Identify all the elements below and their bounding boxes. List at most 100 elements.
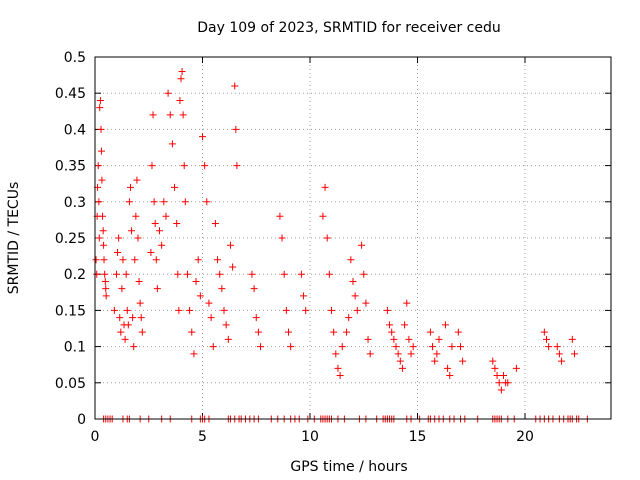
data-point-marker xyxy=(392,343,400,351)
data-point-marker xyxy=(364,335,372,343)
data-point-marker xyxy=(121,335,129,343)
data-point-marker xyxy=(250,285,258,293)
data-point-marker xyxy=(345,314,353,322)
data-point-marker xyxy=(100,241,108,249)
data-point-marker xyxy=(504,379,512,387)
data-point-marker xyxy=(489,357,497,365)
data-point-marker xyxy=(98,176,106,184)
data-point-marker xyxy=(211,220,219,228)
data-point-marker xyxy=(543,335,550,343)
data-point-marker xyxy=(405,335,413,343)
data-point-marker xyxy=(156,227,163,235)
x-tick-label: 10 xyxy=(301,429,319,445)
data-point-marker xyxy=(441,321,449,329)
data-point-marker xyxy=(175,306,183,314)
data-point-marker xyxy=(328,306,335,314)
data-point-marker xyxy=(99,212,107,220)
data-point-marker xyxy=(282,306,290,314)
y-tick-label: 0.5 xyxy=(64,50,86,66)
data-point-marker xyxy=(398,364,406,372)
data-point-marker xyxy=(394,350,402,358)
data-point-marker xyxy=(287,343,295,351)
data-point-marker xyxy=(454,328,462,336)
data-point-marker xyxy=(409,343,417,351)
data-point-marker xyxy=(135,277,143,285)
data-point-marker xyxy=(116,314,124,322)
data-point-marker xyxy=(220,306,228,314)
data-point-marker xyxy=(130,343,138,351)
data-point-marker xyxy=(102,292,110,300)
data-point-marker xyxy=(126,183,134,191)
data-point-marker xyxy=(136,299,144,307)
data-point-marker xyxy=(553,343,561,351)
data-point-marker xyxy=(174,270,182,278)
data-point-marker xyxy=(366,350,374,358)
data-point-marker xyxy=(118,285,126,293)
y-tick-label: 0.2 xyxy=(64,267,86,283)
chart-title: Day 109 of 2023, SRMTID for receiver ced… xyxy=(197,20,500,36)
data-points xyxy=(92,67,591,423)
data-point-marker xyxy=(173,220,181,228)
data-point-marker xyxy=(300,292,308,300)
data-point-marker xyxy=(321,183,329,191)
data-point-marker xyxy=(512,364,520,372)
data-point-marker xyxy=(101,270,109,278)
y-tick-label: 0.25 xyxy=(55,231,86,247)
data-point-marker xyxy=(332,350,340,358)
data-point-marker xyxy=(124,321,132,329)
data-point-marker xyxy=(96,96,104,104)
data-point-marker xyxy=(177,75,185,83)
data-point-marker xyxy=(226,241,234,249)
data-point-marker xyxy=(229,263,237,271)
data-point-marker xyxy=(388,328,396,336)
data-point-marker xyxy=(222,321,230,329)
data-point-marker xyxy=(459,357,467,365)
data-point-marker xyxy=(285,328,292,336)
data-point-marker xyxy=(338,343,346,351)
data-point-marker xyxy=(257,343,265,351)
x-axis-label: GPS time / hours xyxy=(290,459,407,475)
y-tick-label: 0.3 xyxy=(64,195,86,211)
data-point-marker xyxy=(97,125,105,133)
data-point-marker xyxy=(457,343,464,351)
data-point-marker xyxy=(276,212,284,220)
data-point-marker xyxy=(94,162,102,170)
data-point-marker xyxy=(201,162,209,170)
data-point-marker xyxy=(148,162,156,170)
data-point-marker xyxy=(254,328,262,336)
data-point-marker xyxy=(343,328,351,336)
data-point-marker xyxy=(205,299,213,307)
data-point-marker xyxy=(99,227,107,235)
y-tick-label: 0.35 xyxy=(55,159,86,175)
data-point-marker xyxy=(396,357,404,365)
data-point-marker xyxy=(319,212,327,220)
y-tick-label: 0.45 xyxy=(55,86,86,102)
data-point-marker xyxy=(500,372,507,380)
data-point-marker xyxy=(360,270,368,278)
data-point-marker xyxy=(196,292,204,300)
y-tick-label: 0 xyxy=(77,412,86,428)
x-tick-label: 5 xyxy=(198,429,207,445)
data-point-marker xyxy=(171,183,179,191)
data-point-marker xyxy=(131,256,139,264)
data-point-marker xyxy=(166,111,174,119)
data-point-marker xyxy=(176,96,184,104)
data-point-marker xyxy=(224,335,232,343)
data-point-marker xyxy=(92,256,100,264)
data-point-marker xyxy=(188,328,196,336)
data-point-marker xyxy=(179,111,187,119)
data-point-marker xyxy=(248,270,256,278)
data-point-marker xyxy=(149,111,157,119)
data-point-marker xyxy=(152,256,160,264)
data-point-marker xyxy=(203,198,211,206)
data-point-marker xyxy=(178,67,186,75)
data-point-marker xyxy=(334,364,342,372)
data-point-marker xyxy=(426,328,434,336)
data-point-marker xyxy=(151,220,159,228)
data-point-marker xyxy=(278,234,286,242)
data-point-marker xyxy=(280,270,288,278)
data-point-marker xyxy=(570,350,578,358)
data-point-marker xyxy=(431,357,439,365)
data-point-marker xyxy=(401,321,409,329)
data-point-marker xyxy=(180,162,188,170)
